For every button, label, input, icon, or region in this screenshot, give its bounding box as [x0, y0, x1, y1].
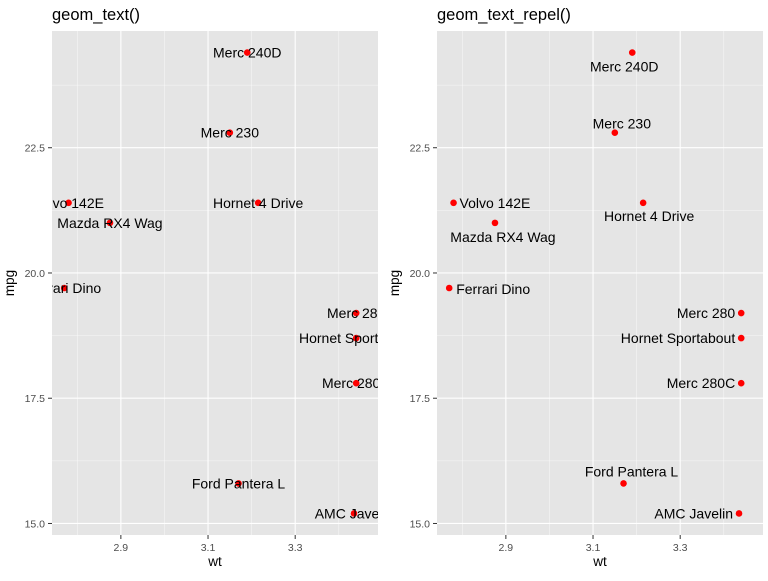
panel-background [52, 31, 378, 535]
panel-1: 2.9 3.1 3.3 15.0 17.5 20.0 22.5 geom_text()wt mp… [2, 6, 414, 569]
point-mazda-rx4-wag [106, 219, 114, 227]
x-tick-label: 3.1 [586, 542, 601, 554]
label-amc-javelin: AMC Javelin [654, 505, 733, 521]
point-hornet-sportabout [737, 334, 745, 342]
label-merc-230: Merc 230 [201, 125, 260, 141]
y-axis-title: mpg [2, 270, 17, 296]
chart-title: geom_text() [52, 6, 140, 24]
y-tick-label: 15.0 [25, 518, 46, 530]
point-merc-240d [243, 49, 251, 56]
panel-2: 2.9 3.1 3.3 15.0 17.5 20.0 22.5 geom_text_repel… [387, 6, 763, 569]
y-tick-label: 22.5 [410, 143, 431, 155]
label-mazda-rx4-wag: Mazda RX4 Wag [57, 215, 162, 231]
point-ferrari-dino [445, 284, 453, 292]
label-merc-230: Merc 230 [593, 116, 652, 132]
y-axis-title: mpg [387, 270, 402, 296]
point-merc-280c [352, 379, 360, 387]
label-merc-240d: Merc 240D [590, 59, 658, 75]
x-tick-label: 2.9 [499, 542, 514, 554]
point-hornet-sportabout [352, 334, 360, 342]
label-volvo-142e: Volvo 142E [33, 195, 104, 211]
point-ford-pantera-l [620, 480, 627, 487]
point-merc-280 [352, 309, 360, 317]
label-merc-280: Merc 280 [327, 305, 386, 321]
x-axis-title: wt [592, 554, 607, 569]
point-hornet-4-drive [254, 199, 262, 207]
label-ford-pantera-l: Ford Pantera L [192, 475, 286, 491]
label-merc-280c: Merc 280C [322, 375, 390, 391]
point-merc-280 [737, 309, 745, 317]
label-merc-280: Merc 280 [677, 305, 736, 321]
label-ferrari-dino: Ferrari Dino [27, 280, 101, 296]
y-tick-label: 17.5 [25, 393, 46, 405]
chart-title: geom_text_repel() [437, 6, 571, 24]
point-hornet-4-drive [639, 199, 647, 207]
point-volvo-142e [450, 199, 457, 207]
x-tick-label: 3.3 [288, 542, 303, 554]
label-ford-pantera-l: Ford Pantera L [585, 463, 679, 479]
y-tick-label: 20.0 [410, 268, 431, 280]
point-volvo-142e [65, 199, 72, 207]
y-tick-label: 15.0 [410, 518, 431, 530]
point-ferrari-dino [60, 284, 68, 292]
x-tick-label: 3.3 [673, 542, 688, 554]
label-hornet-4-drive: Hornet 4 Drive [604, 208, 694, 224]
label-hornet-sportabout: Hornet Sportabout [621, 330, 736, 346]
y-tick-label: 22.5 [25, 143, 46, 155]
label-mazda-rx4-wag: Mazda RX4 Wag [450, 229, 555, 245]
label-amc-javelin: AMC Javelin [315, 505, 394, 521]
y-tick-label: 17.5 [410, 393, 431, 405]
x-axis-title: wt [207, 554, 222, 569]
label-merc-240d: Merc 240D [213, 45, 281, 61]
point-amc-javelin [735, 510, 743, 517]
x-tick-label: 3.1 [201, 542, 216, 554]
panel-background [437, 31, 763, 535]
point-merc-280c [737, 379, 745, 387]
label-ferrari-dino: Ferrari Dino [456, 281, 530, 297]
point-amc-javelin [350, 510, 358, 517]
label-merc-280c: Merc 280C [667, 375, 735, 391]
x-tick-label: 2.9 [114, 542, 129, 554]
label-hornet-4-drive: Hornet 4 Drive [213, 195, 303, 211]
y-tick-label: 20.0 [25, 268, 46, 280]
plot-area: Merc 240D Merc 230 Volvo 142E Hornet 4 Driv… [445, 49, 745, 521]
label-hornet-sportabout: Hornet Sportabout [299, 330, 414, 346]
point-merc-240d [628, 49, 636, 56]
point-merc-230 [611, 129, 619, 137]
point-merc-230 [226, 129, 234, 137]
point-ford-pantera-l [235, 480, 242, 487]
plot-area: Merc 240D Merc 230 Volvo 142E Hornet 4 Driv… [27, 45, 414, 522]
point-mazda-rx4-wag [491, 219, 499, 227]
label-volvo-142e: Volvo 142E [460, 195, 531, 211]
